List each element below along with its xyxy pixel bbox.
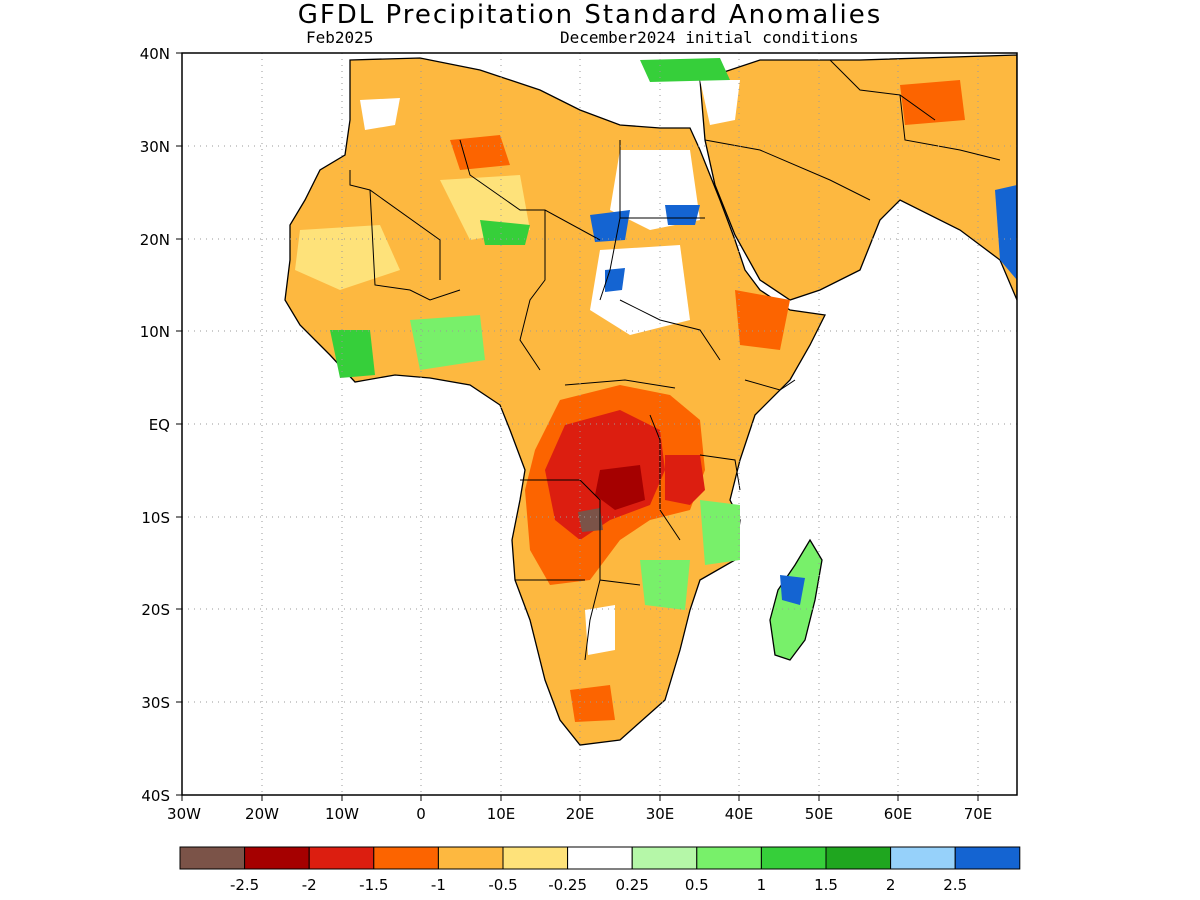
lat-label-eq: EQ — [149, 416, 170, 434]
lon-label-20e: 20E — [566, 805, 595, 823]
colorbar-swatch — [244, 846, 310, 870]
colorbar-swatch — [502, 846, 569, 870]
map-title: GFDL Precipitation Standard Anomalies — [297, 0, 883, 30]
colorbar-swatch — [308, 846, 375, 870]
lon-label-60e: 60E — [884, 805, 913, 823]
tick-marks — [176, 52, 979, 801]
colorbar-swatch — [437, 846, 504, 870]
gridlines — [182, 53, 1017, 795]
colorbar-swatch — [567, 846, 633, 870]
colorbar-swatch — [760, 846, 827, 870]
colorbar-swatch — [373, 846, 439, 870]
colorbar-swatch — [890, 846, 956, 870]
colorbar-label: 1.5 — [814, 876, 838, 894]
anomaly-shading — [295, 58, 1017, 722]
colorbar-label: 2 — [886, 876, 896, 894]
colorbar-swatch — [179, 846, 246, 870]
colorbar-label: -0.25 — [548, 876, 587, 894]
map-area — [284, 54, 1017, 746]
colorbar-label: -1 — [431, 876, 446, 894]
lon-label-10w: 10W — [325, 805, 359, 823]
lon-label-30w: 30W — [167, 805, 201, 823]
lat-label-20s: 20S — [141, 601, 170, 619]
lat-label-40n: 40N — [140, 45, 170, 63]
lon-label-30e: 30E — [646, 805, 675, 823]
lat-label-20n: 20N — [140, 231, 170, 249]
africa-landmass — [284, 57, 826, 746]
colorbar-label: -2 — [302, 876, 317, 894]
lat-label-10s: 10S — [141, 509, 170, 527]
lat-label-30n: 30N — [140, 138, 170, 156]
colorbar-swatch — [631, 846, 698, 870]
lon-label-70e: 70E — [964, 805, 993, 823]
colorbar-label: 1 — [757, 876, 767, 894]
colorbar-label: -0.5 — [488, 876, 517, 894]
forecast-month: Feb2025 — [306, 28, 374, 47]
lon-label-40e: 40E — [725, 805, 754, 823]
colorbar-swatch — [696, 846, 762, 870]
country-borders — [349, 59, 1001, 661]
lat-label-30s: 30S — [141, 694, 170, 712]
colorbar-label: -1.5 — [359, 876, 388, 894]
lon-label-50e: 50E — [805, 805, 834, 823]
lon-label-10e: 10E — [487, 805, 516, 823]
latitude-labels: 40N 30N 20N 10N EQ 10S 20S 30S 40S — [140, 45, 170, 805]
initial-conditions-label: December2024 initial conditions — [560, 28, 859, 47]
lat-label-40s: 40S — [141, 787, 170, 805]
longitude-labels: 30W 20W 10W 0 10E 20E 30E 40E 50E 60E 70… — [167, 805, 992, 823]
colorbar: -2.5 -2 -1.5 -1 -0.5 -0.25 0.25 0.5 1 1.5 2 2.5 — [179, 846, 1021, 894]
lon-label-0: 0 — [416, 805, 426, 823]
lat-label-10n: 10N — [140, 323, 170, 341]
colorbar-label: 0.5 — [685, 876, 709, 894]
colorbar-label: 0.25 — [615, 876, 648, 894]
colorbar-label: -2.5 — [230, 876, 259, 894]
colorbar-swatch — [825, 846, 892, 870]
arabia-landmass — [699, 54, 1017, 301]
colorbar-label: 2.5 — [943, 876, 967, 894]
lon-label-20w: 20W — [245, 805, 279, 823]
colorbar-swatch — [954, 846, 1021, 870]
